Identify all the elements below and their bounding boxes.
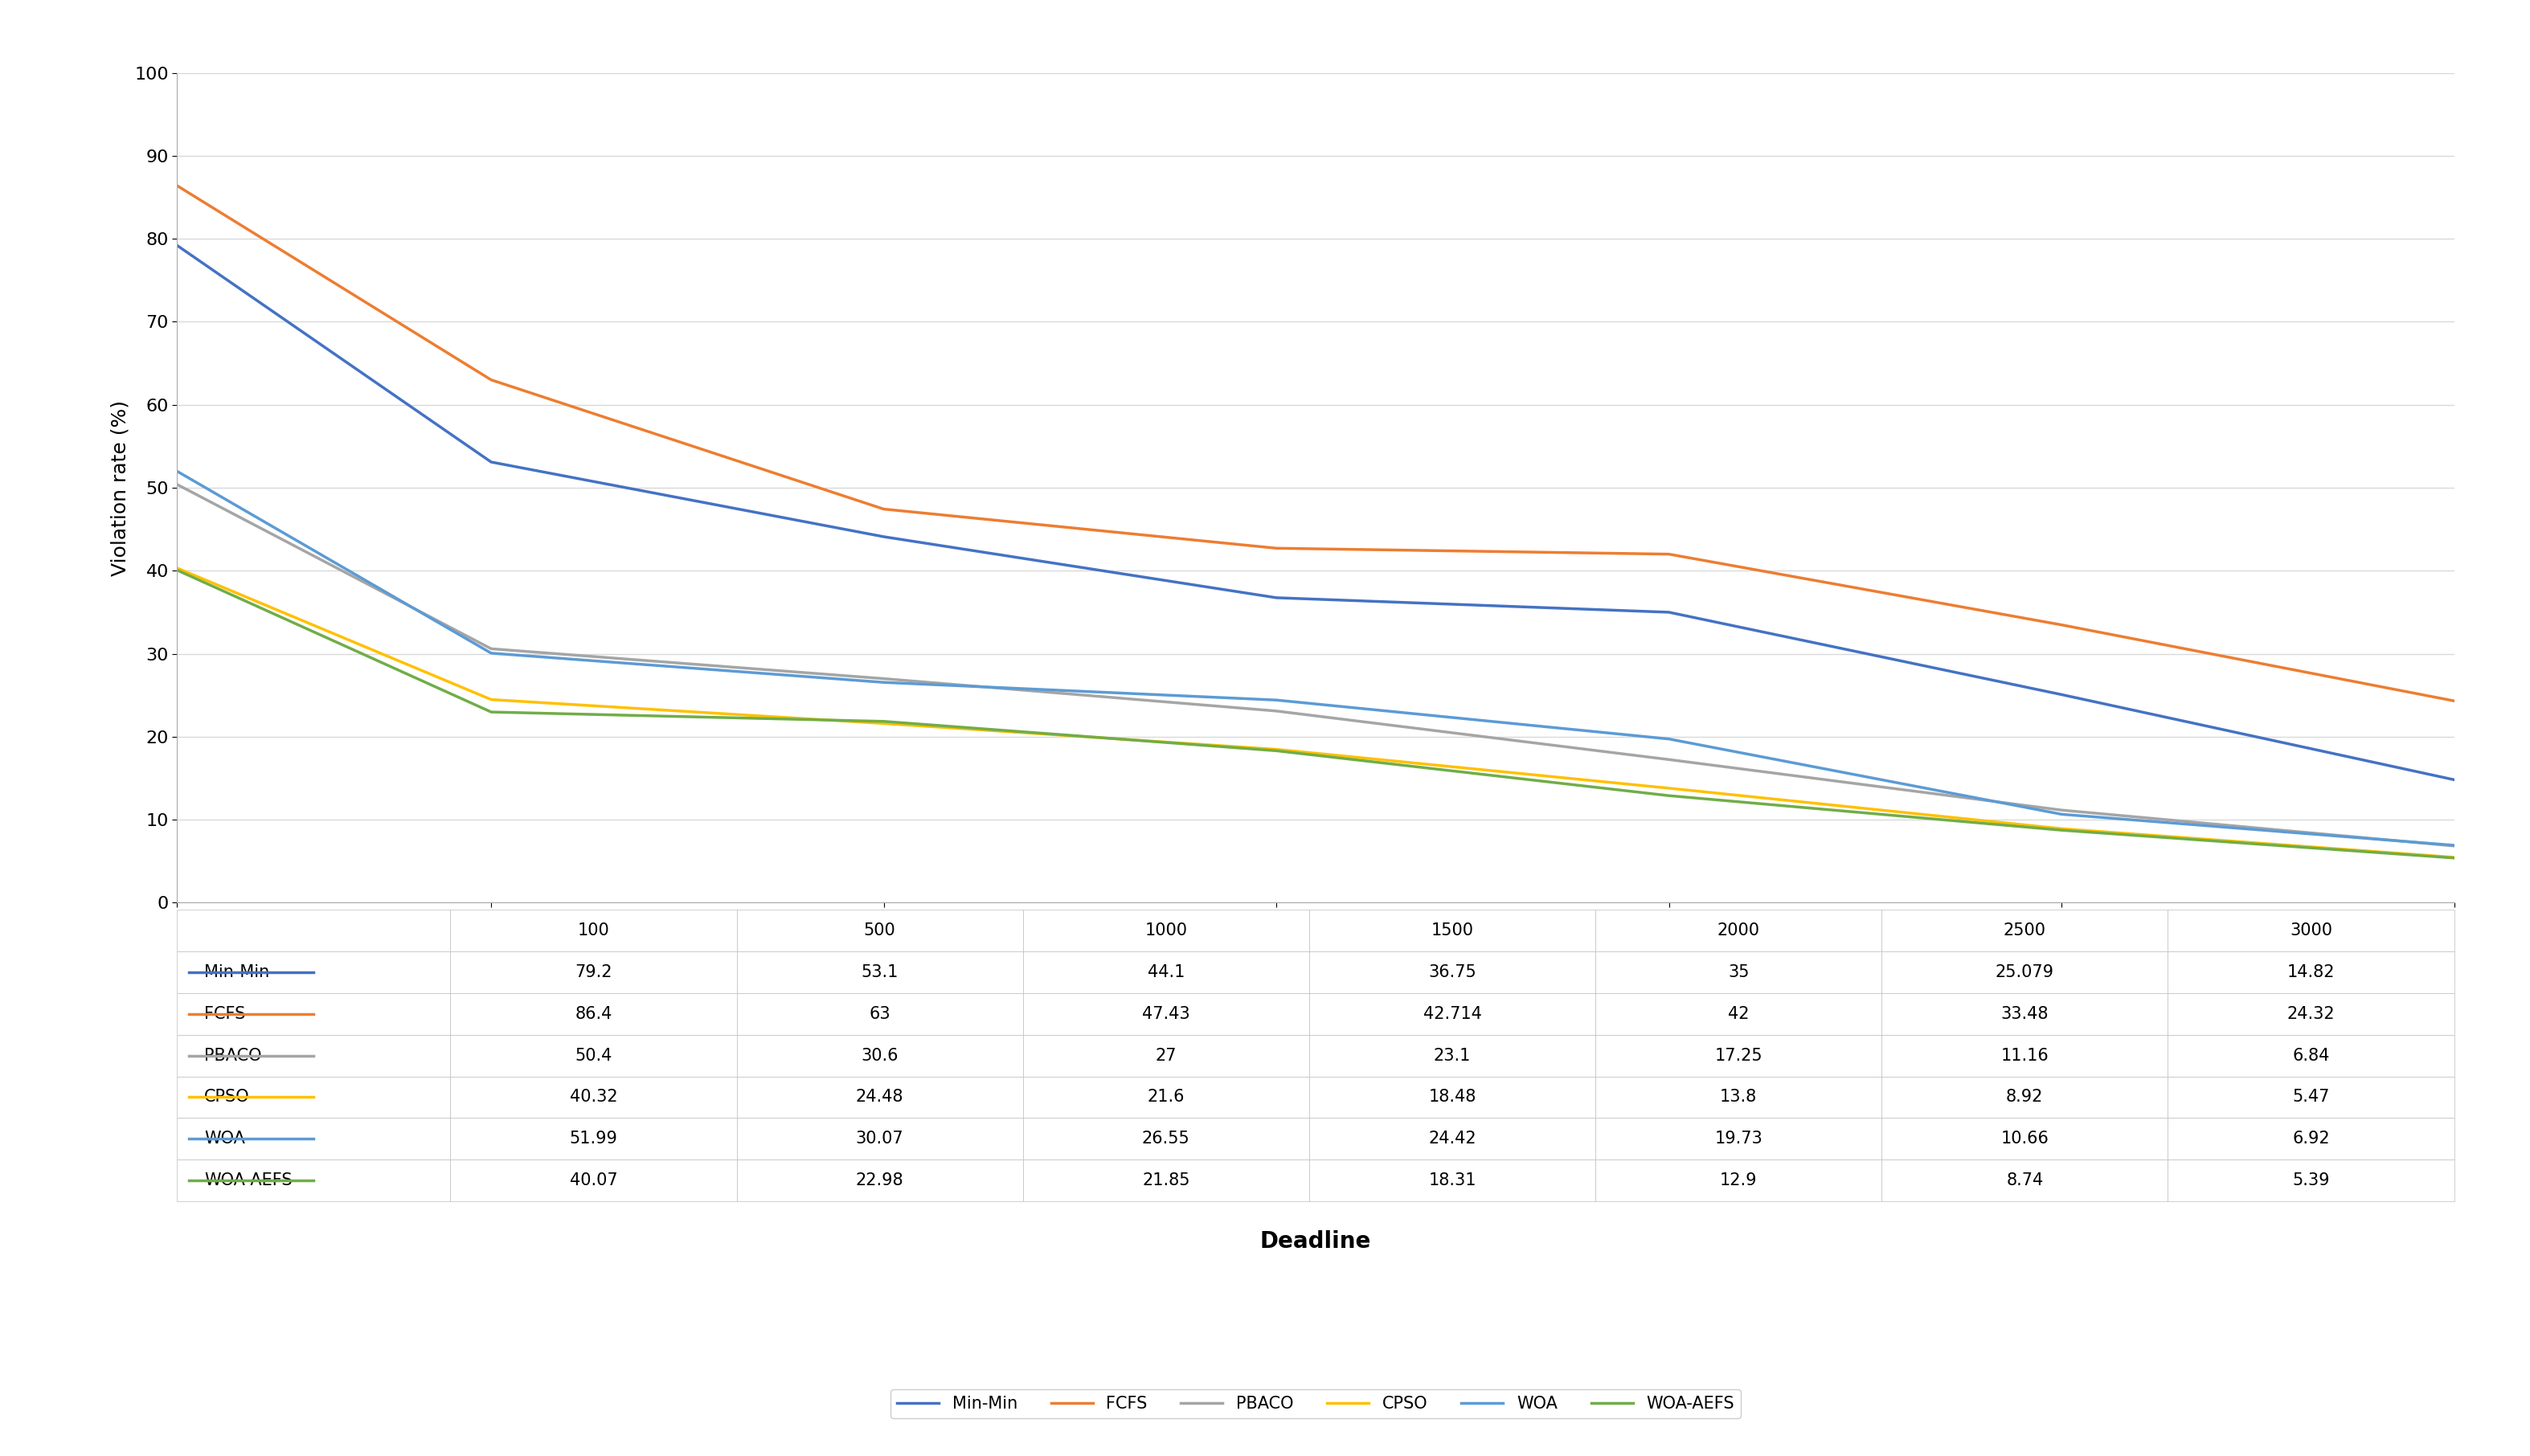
WOA xyxy=(476,645,506,662)
PBACO xyxy=(2047,801,2077,818)
FCFS xyxy=(476,371,506,389)
PBACO xyxy=(2439,837,2469,855)
Min-Min xyxy=(1260,590,1290,607)
WOA-AEFS xyxy=(476,703,506,721)
PBACO xyxy=(1260,702,1290,719)
WOA-AEFS xyxy=(2439,849,2469,866)
WOA-AEFS xyxy=(1260,743,1290,760)
Line: PBACO: PBACO xyxy=(177,485,2454,846)
CPSO xyxy=(868,715,898,732)
FCFS xyxy=(162,178,192,195)
Y-axis label: Violation rate (%): Violation rate (%) xyxy=(111,400,129,575)
Line: Min-Min: Min-Min xyxy=(177,246,2454,780)
Line: WOA-AEFS: WOA-AEFS xyxy=(177,571,2454,858)
WOA-AEFS xyxy=(2047,821,2077,839)
PBACO xyxy=(162,476,192,494)
Min-Min xyxy=(2439,772,2469,789)
CPSO xyxy=(2047,820,2077,837)
Min-Min xyxy=(476,453,506,470)
WOA xyxy=(1260,692,1290,709)
CPSO xyxy=(162,559,192,577)
WOA xyxy=(2047,805,2077,823)
Line: FCFS: FCFS xyxy=(177,186,2454,700)
CPSO xyxy=(2439,849,2469,866)
Line: CPSO: CPSO xyxy=(177,568,2454,858)
WOA-AEFS xyxy=(1655,786,1685,804)
CPSO xyxy=(1655,779,1685,796)
Legend: Min-Min, FCFS, PBACO, CPSO, WOA, WOA-AEFS: Min-Min, FCFS, PBACO, CPSO, WOA, WOA-AEF… xyxy=(891,1389,1741,1418)
Min-Min xyxy=(2047,686,2077,703)
WOA-AEFS xyxy=(868,712,898,729)
Min-Min xyxy=(1655,604,1685,622)
PBACO xyxy=(868,670,898,687)
FCFS xyxy=(1260,540,1290,558)
CPSO xyxy=(1260,741,1290,759)
PBACO xyxy=(1655,751,1685,769)
PBACO xyxy=(476,641,506,658)
FCFS xyxy=(1655,546,1685,563)
WOA xyxy=(2439,837,2469,855)
WOA-AEFS xyxy=(162,562,192,579)
Line: WOA: WOA xyxy=(177,472,2454,846)
Min-Min xyxy=(162,237,192,255)
CPSO xyxy=(476,690,506,708)
FCFS xyxy=(2439,692,2469,709)
WOA xyxy=(162,463,192,480)
Text: Deadline: Deadline xyxy=(1260,1230,1371,1252)
FCFS xyxy=(868,501,898,518)
WOA xyxy=(868,674,898,692)
Min-Min xyxy=(868,529,898,546)
FCFS xyxy=(2047,616,2077,633)
WOA xyxy=(1655,731,1685,748)
